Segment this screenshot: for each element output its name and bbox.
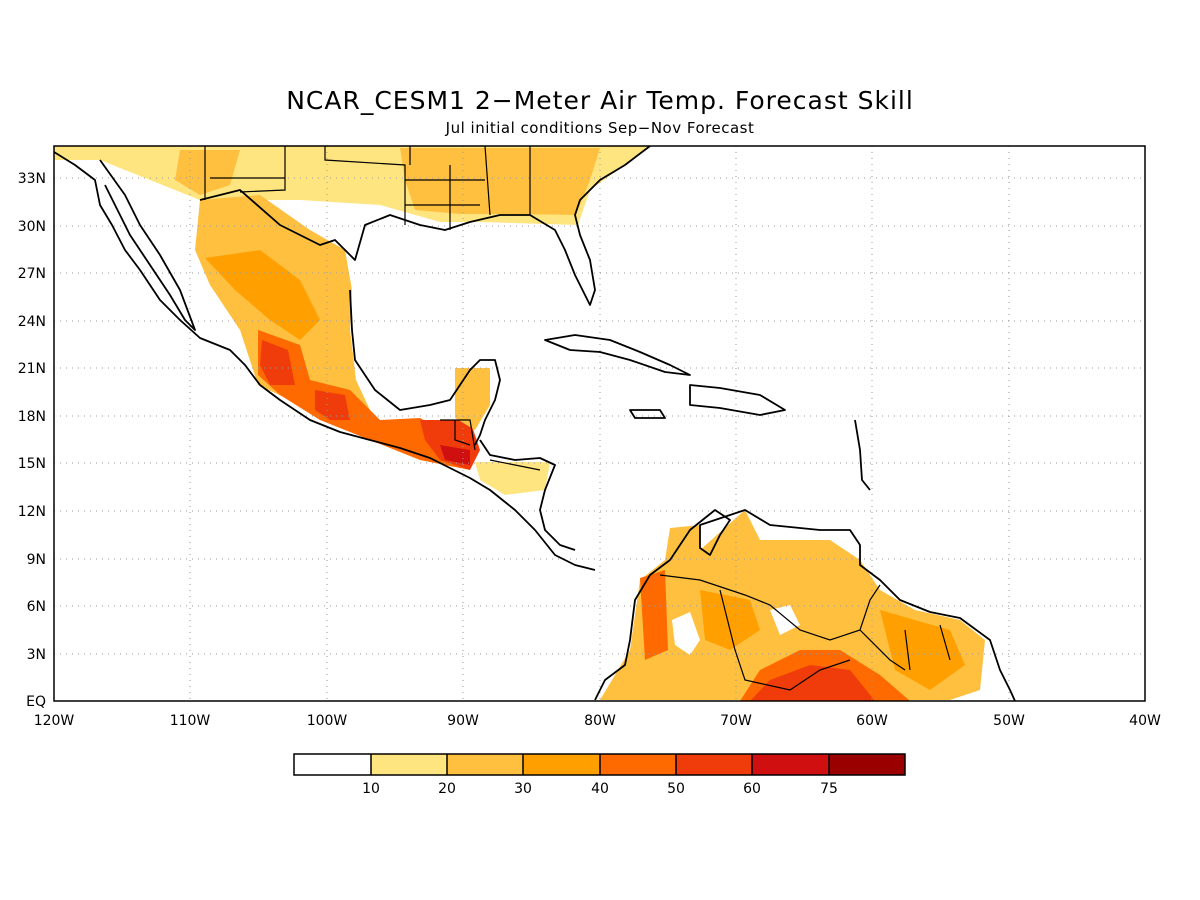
colorbar-swatch — [752, 754, 829, 775]
skill-region-yucatan — [455, 368, 490, 430]
colorbar-label: 75 — [820, 781, 838, 797]
lat-tick: 18N — [18, 409, 46, 425]
colorbar-swatch — [523, 754, 600, 775]
lon-tick: 50W — [993, 713, 1025, 729]
skill-shading — [54, 146, 985, 701]
lon-tick: 80W — [584, 713, 616, 729]
colorbar-swatch — [676, 754, 752, 775]
skill-region-texas — [175, 150, 240, 195]
map-subtitle: Jul initial conditions Sep−Nov Forecast — [445, 119, 755, 137]
lon-tick: 90W — [447, 713, 479, 729]
lat-tick: 9N — [27, 552, 46, 568]
lon-tick: 120W — [34, 713, 75, 729]
lat-tick: EQ — [26, 694, 46, 710]
longitude-axis: 120W 110W 100W 90W 80W 70W 60W 50W 40W — [34, 713, 1161, 729]
map-title: NCAR_CESM1 2−Meter Air Temp. Forecast Sk… — [286, 86, 914, 115]
skill-region-guatemala — [440, 445, 470, 465]
lat-tick: 27N — [18, 266, 46, 282]
skill-region-colombia-venezuela — [600, 510, 985, 700]
colorbar-label: 30 — [514, 781, 532, 797]
lat-tick: 15N — [18, 456, 46, 472]
skill-region-colombia-west — [640, 570, 668, 660]
gridlines — [54, 146, 1145, 701]
colorbar-swatch — [829, 754, 905, 775]
latitude-axis: 33N 30N 27N 24N 21N 18N 15N 12N 9N 6N 3N… — [18, 171, 46, 710]
lat-tick: 3N — [27, 647, 46, 663]
lat-tick: 24N — [18, 314, 46, 330]
lat-tick: 6N — [27, 599, 46, 615]
colorbar-swatch — [371, 754, 447, 775]
colorbar-label: 10 — [362, 781, 380, 797]
lat-tick: 12N — [18, 504, 46, 520]
colorbar-swatch — [600, 754, 676, 775]
colorbar: 10 20 30 40 50 60 75 — [293, 753, 906, 797]
colorbar-label: 20 — [438, 781, 456, 797]
lon-tick: 40W — [1129, 713, 1161, 729]
lon-tick: 110W — [170, 713, 211, 729]
colorbar-swatch — [447, 754, 523, 775]
skill-region-jalisco — [260, 340, 295, 385]
skill-region-white-patch-2 — [770, 605, 800, 635]
political-borders — [204, 146, 951, 691]
skill-region-honduras — [475, 462, 550, 495]
map-frame — [53, 145, 1146, 702]
skill-region-guiana — [880, 610, 965, 690]
lat-tick: 21N — [18, 361, 46, 377]
lon-tick: 60W — [856, 713, 888, 729]
lon-tick: 100W — [307, 713, 348, 729]
lat-tick: 30N — [18, 219, 46, 235]
lon-tick: 70W — [720, 713, 752, 729]
skill-region-white-patch-1 — [672, 612, 700, 655]
skill-region-venezuela-central — [700, 590, 760, 650]
colorbar-label: 40 — [591, 781, 609, 797]
colorbar-swatch — [294, 754, 371, 775]
coastlines — [54, 146, 1016, 701]
skill-region-oaxaca — [315, 390, 350, 420]
skill-region-sierra-madre — [205, 250, 320, 340]
colorbar-label: 60 — [743, 781, 761, 797]
skill-region-amazon-core — [750, 665, 875, 701]
lat-tick: 33N — [18, 171, 46, 187]
skill-region-southwest-mexico — [258, 330, 470, 470]
colorbar-label: 50 — [667, 781, 685, 797]
